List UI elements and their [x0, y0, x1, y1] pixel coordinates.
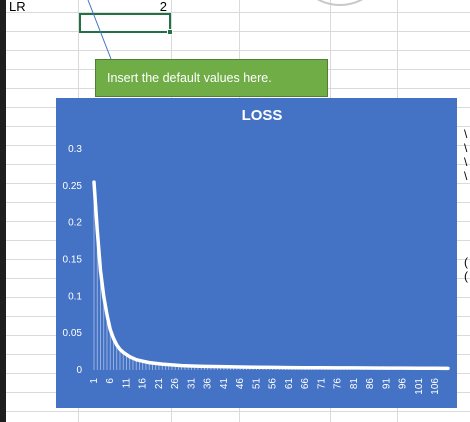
x-tick-label: 71: [316, 378, 327, 390]
x-tick-label: 81: [349, 378, 360, 390]
x-tick-label: 101: [414, 378, 425, 395]
cell-lr-value[interactable]: 2: [159, 0, 167, 14]
x-tick-label: 66: [300, 378, 311, 390]
y-tick-label: 0.3: [68, 144, 82, 155]
row-headers: [0, 0, 6, 422]
x-tick-label: 56: [268, 378, 279, 390]
x-tick-label: 91: [381, 378, 392, 390]
x-tick-label: 11: [121, 378, 132, 389]
loss-chart[interactable]: LOSS 0 0.05 0.1 0.15 0.2 0.25 0.3 1 6 11 16 21 26 31 36…: [56, 98, 457, 408]
x-tick-label: 51: [251, 378, 262, 390]
y-tick-label: 0.2: [68, 218, 82, 229]
offscreen-text: \: [464, 155, 468, 169]
offscreen-text: \: [464, 169, 468, 183]
y-tick-label: 0.1: [68, 291, 82, 302]
selected-cell[interactable]: [79, 13, 171, 33]
chart-title: LOSS: [242, 107, 283, 124]
x-tick-label: 41: [219, 378, 230, 390]
x-tick-label: 1: [89, 378, 100, 384]
y-tick-label: 0.15: [63, 255, 83, 266]
offscreen-text: \: [464, 127, 468, 141]
cell-lr-label[interactable]: LR: [9, 0, 26, 14]
callout-note[interactable]: Insert the default values here.: [95, 59, 328, 97]
x-tick-label: 6: [105, 378, 116, 384]
x-tick-label: 31: [186, 378, 197, 390]
x-tick-label: 61: [284, 378, 295, 390]
x-tick-label: 106: [430, 378, 441, 395]
y-tick-label: 0.05: [63, 328, 83, 339]
x-tick-label: 46: [235, 378, 246, 390]
offscreen-text: \: [464, 141, 468, 155]
x-tick-label: 86: [365, 378, 376, 390]
x-tick-label: 26: [170, 378, 181, 390]
y-tick-label: 0.25: [63, 181, 83, 192]
offscreen-text: (: [464, 255, 468, 269]
x-tick-label: 76: [333, 378, 344, 390]
x-tick-label: 21: [154, 378, 165, 390]
x-tick-label: 96: [398, 378, 409, 390]
offscreen-text: (: [464, 269, 468, 283]
fill-handle[interactable]: [167, 29, 173, 35]
x-tick-label: 16: [138, 378, 149, 390]
y-tick-label: 0: [76, 365, 82, 376]
loss-series-line[interactable]: [92, 180, 450, 371]
x-tick-label: 36: [203, 378, 214, 390]
